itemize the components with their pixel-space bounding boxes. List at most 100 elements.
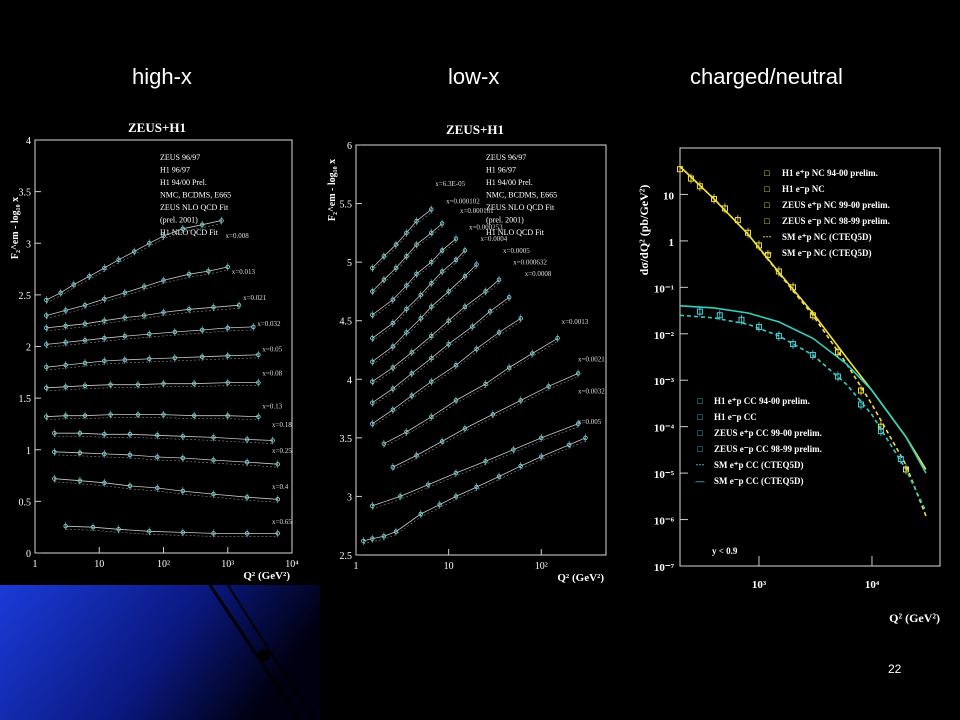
- qcd-fit-curve: [372, 318, 521, 425]
- data-point: [474, 262, 479, 267]
- data-point: [44, 385, 49, 391]
- x-axis-label: Q² (GeV²): [889, 611, 940, 625]
- series-label: x=0.000102: [446, 198, 480, 206]
- chart-low-x: ZEUS+H1 2.5 3 3.5 4 4.5 5 5.5 6 1 10 10² Q² (GeV²) F₂…: [327, 122, 607, 584]
- data-point: [63, 362, 68, 368]
- y-tick-label: 3: [347, 492, 352, 503]
- data-point: [82, 321, 88, 327]
- data-point: [575, 371, 581, 376]
- legend-entry: H1 NLO QCD Fit: [160, 228, 219, 237]
- series-label: x=0.4: [272, 483, 289, 491]
- data-point: [211, 491, 216, 497]
- data-point: [211, 457, 216, 463]
- data-point: [236, 302, 242, 308]
- data-point: [462, 248, 468, 253]
- series-label: x=0.65: [272, 518, 292, 526]
- qcd-fit-curve-dashed: [372, 300, 510, 406]
- legend-entry: NMC, BCDMS, E665: [486, 191, 557, 200]
- data-point: [381, 277, 387, 282]
- qcd-fit-curve: [372, 423, 579, 507]
- data-point: [530, 351, 535, 356]
- data-point: [453, 398, 459, 403]
- data-point: [483, 459, 488, 464]
- data-point: [90, 524, 96, 530]
- data-point: [716, 312, 723, 319]
- legend-marker-cc: □: [697, 412, 703, 422]
- y-tick-label: 5: [347, 258, 352, 269]
- data-point: [155, 485, 160, 491]
- series-label: x=0.0013: [562, 318, 589, 326]
- data-point: [404, 283, 409, 288]
- data-point: [414, 453, 419, 458]
- legend-entry: (prel. 2001): [160, 216, 198, 225]
- data-point: [677, 166, 683, 173]
- data-point: [429, 280, 434, 286]
- data-point: [225, 264, 230, 270]
- chart-charged-neutral: 10 1 10⁻¹ 10⁻² 10⁻³ 10⁻⁴ 10⁻⁵ 10⁻⁶ 10⁻⁷ 10³ 10⁴ Q² …: [637, 147, 941, 625]
- slide-number: 22: [888, 662, 902, 676]
- data-point: [393, 529, 399, 534]
- data-point: [206, 268, 211, 274]
- legend-entry-cc: ZEUS e⁻p CC 98-99 prelim.: [714, 444, 822, 454]
- data-point: [161, 233, 166, 239]
- series-label: x=0.000253: [469, 223, 503, 231]
- data-point: [87, 274, 92, 279]
- data-point: [583, 435, 588, 441]
- data-point: [361, 538, 366, 544]
- data-point: [755, 323, 762, 330]
- data-point: [108, 412, 113, 417]
- data-point: [211, 305, 216, 310]
- y-tick-label: 3.5: [19, 188, 32, 199]
- y-tick-label: 2.5: [19, 291, 32, 302]
- data-point: [370, 359, 375, 364]
- data-point: [834, 373, 841, 380]
- series-label: x=0.008: [226, 232, 250, 240]
- data-point: [251, 324, 256, 330]
- plot-frame: [355, 144, 607, 556]
- data-point: [63, 384, 68, 390]
- data-point: [131, 249, 137, 254]
- plot-frame: [34, 139, 293, 554]
- series-label: x=0.000161: [460, 207, 494, 215]
- slide-decoration: [0, 585, 320, 720]
- heading-low-x: low-x: [448, 64, 500, 89]
- qcd-fit-curve-dashed: [46, 357, 259, 371]
- data-point: [390, 344, 396, 349]
- data-point: [77, 430, 83, 436]
- data-point: [437, 502, 442, 507]
- data-point: [370, 503, 375, 509]
- qcd-fit-curve: [46, 304, 240, 329]
- data-point: [446, 289, 451, 294]
- data-point: [244, 494, 250, 500]
- data-point: [82, 360, 88, 366]
- qcd-fit-curve: [46, 354, 259, 368]
- x-tick-label: 10⁴: [285, 559, 299, 570]
- qcd-fit-curve: [46, 326, 254, 345]
- data-point: [275, 531, 280, 536]
- data-point: [63, 340, 68, 345]
- data-point: [474, 346, 479, 352]
- data-point: [102, 296, 107, 302]
- legend-entry: H1 96/97: [486, 166, 516, 175]
- blue-accent-band: [0, 585, 320, 720]
- qcd-fit-curve-dashed: [372, 253, 466, 342]
- data-point: [161, 278, 166, 283]
- data-point: [44, 313, 49, 318]
- data-point: [63, 523, 68, 529]
- series-label: x=0.0032: [578, 387, 605, 395]
- data-point: [390, 386, 396, 391]
- data-point: [446, 341, 451, 347]
- x-tick-label: 1: [33, 559, 38, 570]
- data-point: [446, 318, 451, 323]
- data-point: [370, 336, 375, 341]
- data-point: [381, 254, 387, 259]
- data-point: [439, 221, 445, 226]
- data-point: [390, 297, 396, 302]
- x-tick-label: 1: [354, 561, 359, 572]
- legend-entry-cc: SM e⁺p CC (CTEQ5D): [714, 460, 804, 470]
- data-point: [789, 284, 796, 291]
- qcd-fit-curve-dashed: [65, 528, 278, 537]
- qcd-fit-curve-dashed: [392, 376, 579, 471]
- data-point: [370, 312, 375, 318]
- x-tick-label: 10: [444, 561, 454, 572]
